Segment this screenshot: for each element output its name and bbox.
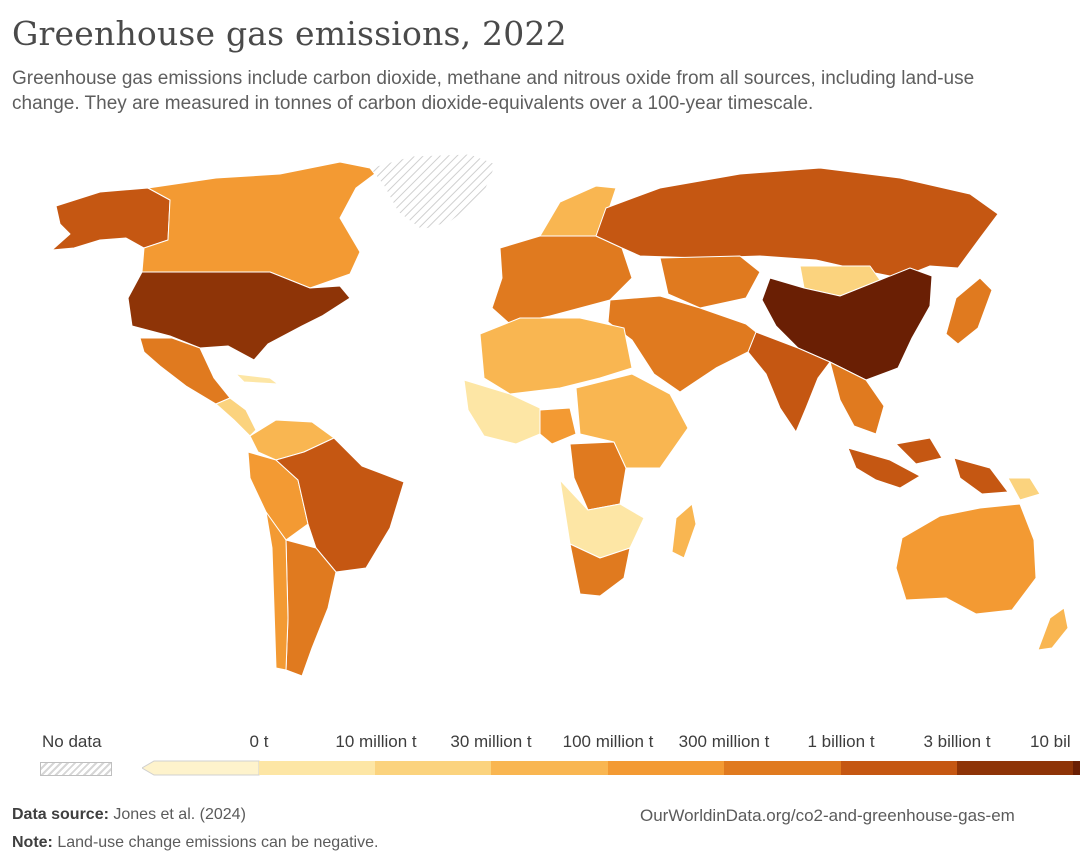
region-alaska[interactable] xyxy=(51,187,171,251)
region-caribbean[interactable] xyxy=(235,373,279,385)
legend-tick-1: 10 million t xyxy=(335,732,417,751)
legend-tick-6: 3 billion t xyxy=(923,732,991,751)
region-australia[interactable] xyxy=(895,503,1037,615)
footer-url-link[interactable]: OurWorldinData.org/co2-and-greenhouse-ga… xyxy=(640,806,1015,825)
footer-note-label: Note: xyxy=(12,834,53,851)
region-chile[interactable] xyxy=(265,511,289,671)
region-south-africa[interactable] xyxy=(569,543,631,597)
region-north-africa[interactable] xyxy=(479,317,633,395)
region-east-africa[interactable] xyxy=(575,373,689,469)
legend-no-data-swatch xyxy=(40,762,112,776)
legend-bin-6 xyxy=(841,761,957,775)
footer-source-text: Jones et al. (2024) xyxy=(113,806,246,823)
region-southeast-asia[interactable] xyxy=(829,361,885,435)
legend-bin-3 xyxy=(491,761,608,775)
region-canada[interactable] xyxy=(141,161,381,289)
legend-bin-negative xyxy=(142,760,260,776)
legend-bin-8 xyxy=(1073,761,1080,775)
region-kazakhstan[interactable] xyxy=(659,255,761,309)
region-new-zealand[interactable] xyxy=(1037,607,1069,651)
region-mexico[interactable] xyxy=(139,337,231,405)
chart-title: Greenhouse gas emissions, 2022 xyxy=(12,14,567,53)
region-china[interactable] xyxy=(761,267,933,381)
region-nigeria[interactable] xyxy=(539,407,577,445)
legend-color-bar xyxy=(142,760,1080,776)
region-madagascar[interactable] xyxy=(671,503,697,559)
legend-tick-7: 10 bil xyxy=(1030,732,1071,751)
legend-bin-2 xyxy=(375,761,491,775)
region-papua-new-guinea[interactable] xyxy=(1007,477,1041,501)
footer-note-text: Land-use change emissions can be negativ… xyxy=(57,834,379,851)
world-map[interactable] xyxy=(40,148,1080,708)
region-japan[interactable] xyxy=(945,277,993,345)
legend-bin-7 xyxy=(957,761,1073,775)
legend-no-data-label: No data xyxy=(42,732,102,751)
footer-source-label: Data source: xyxy=(12,806,109,823)
legend-bin-5 xyxy=(724,761,841,775)
region-brazil[interactable] xyxy=(275,437,405,573)
legend-tick-3: 100 million t xyxy=(562,732,654,751)
legend-bin-4 xyxy=(608,761,724,775)
legend-bin-1 xyxy=(259,761,375,775)
region-india[interactable] xyxy=(747,331,831,433)
region-central-america[interactable] xyxy=(215,397,257,437)
footer-note: Note: Land-use change emissions can be n… xyxy=(12,834,378,852)
region-west-africa[interactable] xyxy=(463,379,541,445)
region-greenland[interactable] xyxy=(369,153,497,231)
legend-tick-4: 300 million t xyxy=(678,732,770,751)
region-indonesia[interactable] xyxy=(847,437,1009,495)
map-legend: No data 0 t 10 million t 30 million t 10… xyxy=(0,724,1080,784)
legend-tick-2: 30 million t xyxy=(450,732,532,751)
chart-subtitle: Greenhouse gas emissions include carbon … xyxy=(12,68,975,114)
footer-source: Data source: Jones et al. (2024) xyxy=(12,806,246,824)
region-russia[interactable] xyxy=(595,167,999,279)
legend-tick-0: 0 t xyxy=(249,732,269,751)
region-middle-east[interactable] xyxy=(607,295,757,393)
region-united-states[interactable] xyxy=(127,271,351,361)
legend-tick-5: 1 billion t xyxy=(807,732,875,751)
